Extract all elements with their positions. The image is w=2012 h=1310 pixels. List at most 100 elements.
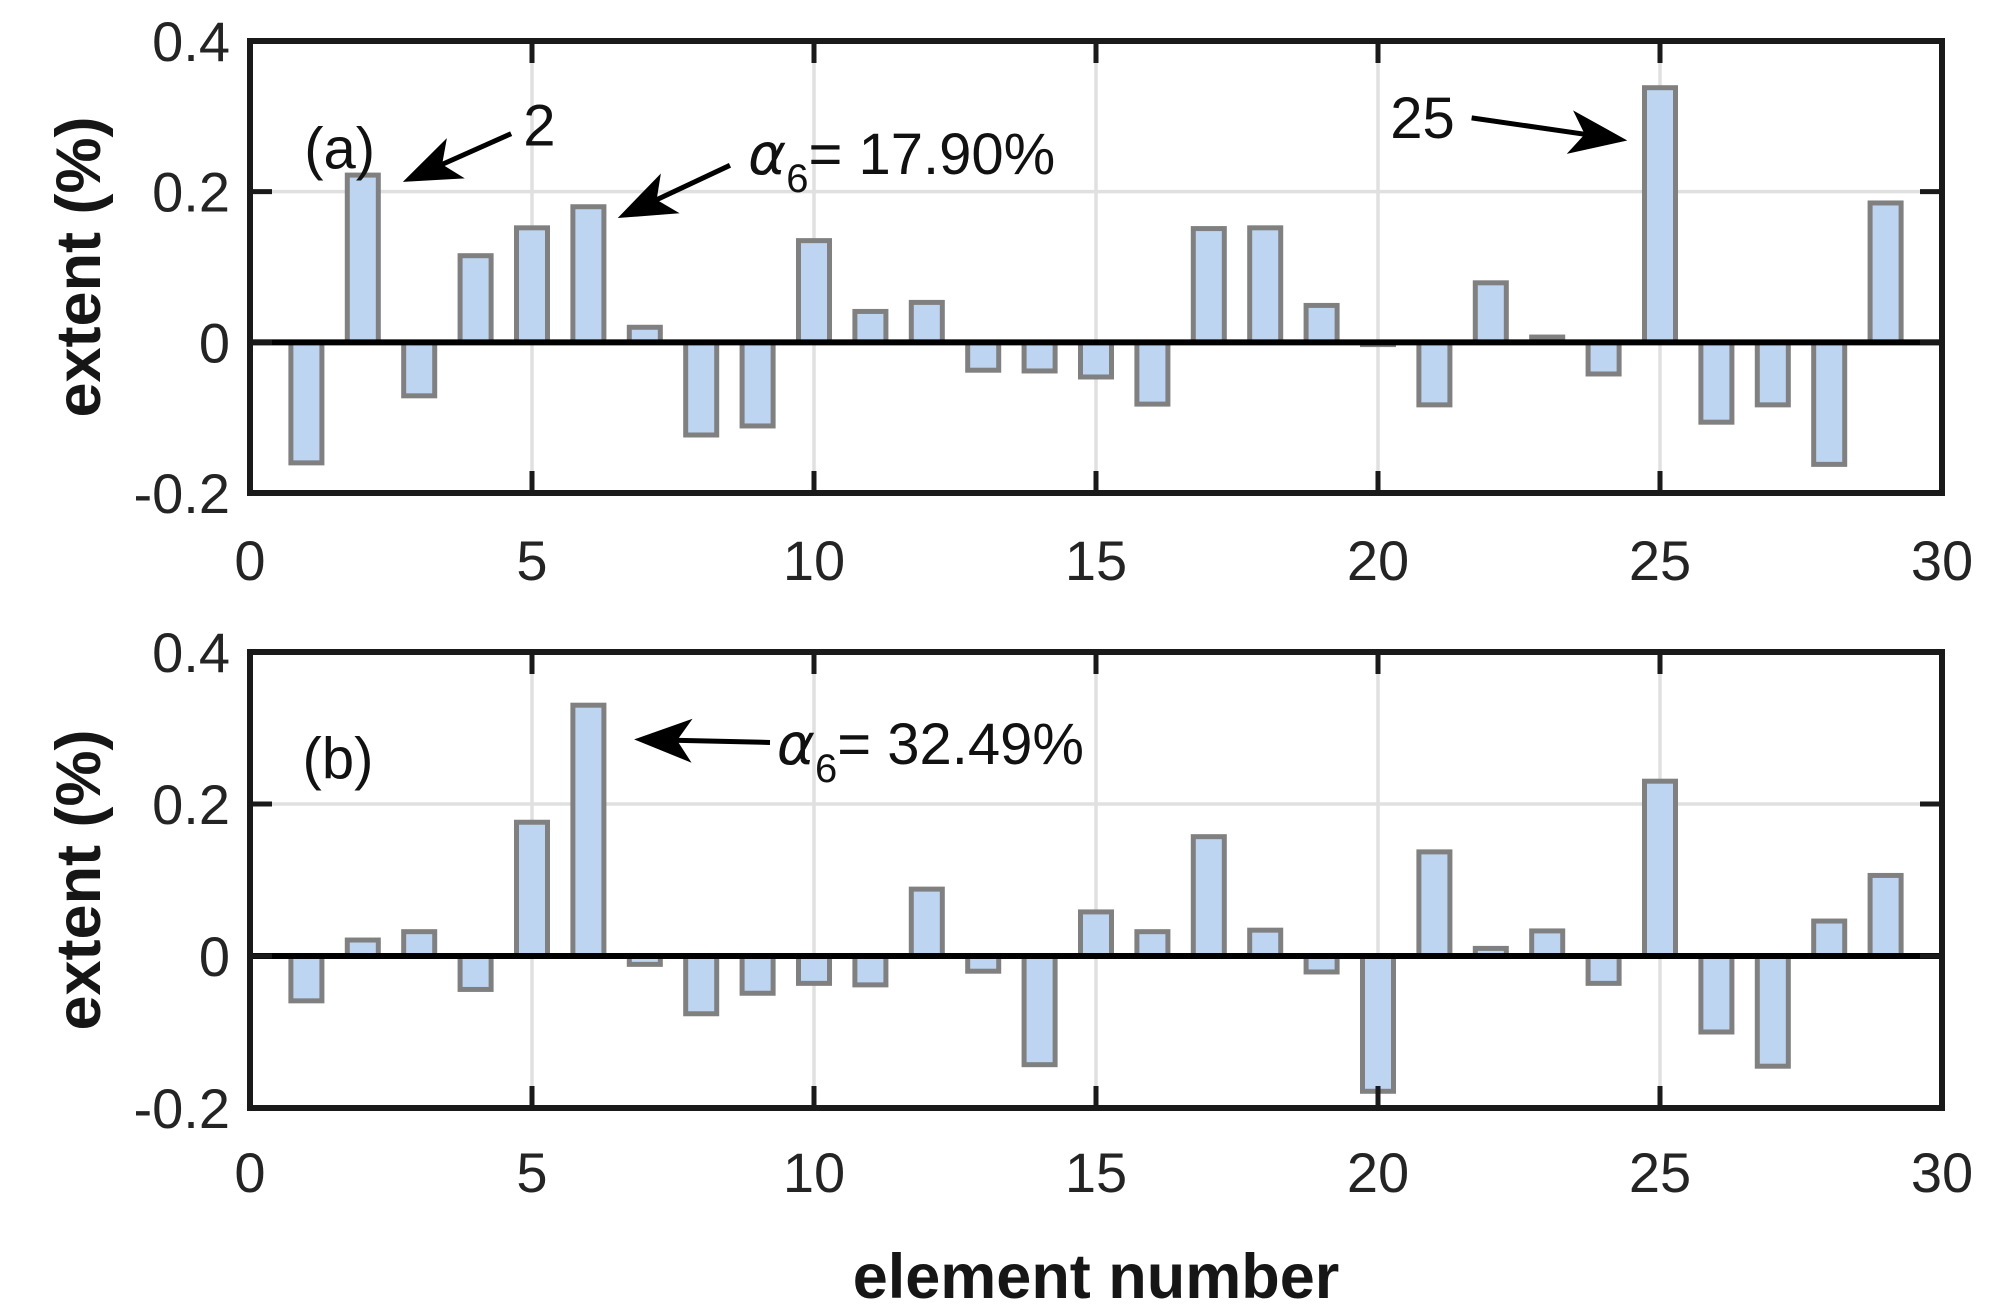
bar-b-9 [739,953,776,996]
x-tick-label: 5 [516,1141,547,1204]
bar-a-11 [852,308,889,345]
bar-a-9 [739,339,776,429]
bar-b-3 [401,929,438,959]
bar-a-18 [1247,225,1284,345]
bar-b-8 [683,953,720,1017]
bar-a-4 [457,253,494,345]
tick-labels-layer: 0 5 10 15 20 25 30-0.200.20.4 [134,621,1974,1204]
y-axis-title-a: extent (%) [44,116,114,417]
bar-b-15 [1077,909,1115,959]
annotation-arrow-line [438,131,513,168]
bar-a-28 [1811,339,1848,467]
y-tick-label: -0.2 [134,462,231,525]
bar-b-10 [795,953,833,986]
x-tick-label: 10 [783,1141,845,1204]
x-tick-label: 15 [1065,1141,1127,1204]
annotation-label: (b) [303,726,374,791]
chart-panel-b: 0 5 10 15 20 25 30-0.200.20.4(b) α6= 32.49% [134,621,1974,1204]
bar-b-12 [908,886,945,959]
x-tick-label: 10 [783,529,845,592]
bar-a-24 [1585,339,1622,377]
annotation-arrowhead [402,138,465,182]
bar-b-24 [1585,953,1622,986]
bar-b-25 [1641,778,1679,959]
chart-panel-a: 0 5 10 15 20 25 30-0.200.20.4(a) 2 α6= 17.90%25 [134,10,1974,592]
bar-a-12 [908,299,945,345]
bar-a-5 [513,225,551,345]
x-tick-label: 15 [1065,529,1127,592]
annotation-alpha-label: α6= 17.90% [748,120,1055,201]
x-tick-label: 25 [1629,1141,1691,1204]
bar-b-1 [288,953,325,1004]
y-axis-title-b: extent (%) [44,729,114,1030]
bar-a-15 [1077,339,1115,380]
bar-b-21 [1416,849,1453,959]
bar-a-25 [1641,85,1679,345]
bar-a-10 [795,238,833,345]
y-tick-label: 0.4 [152,621,230,684]
x-tick-label: 30 [1911,1141,1973,1204]
x-tick-label: 20 [1347,529,1409,592]
bar-a-13 [965,339,1002,373]
bar-b-29 [1867,872,1904,959]
x-tick-label: 0 [234,1141,265,1204]
y-tick-label: 0.4 [152,10,230,73]
annotation-alpha-label: α6= 32.49% [777,710,1084,791]
bar-a-16 [1134,339,1171,407]
ticks-layer [247,38,1945,496]
annotation-label: 25 [1390,86,1455,151]
x-tick-label: 0 [234,529,265,592]
annotation-label: (a) [304,117,375,182]
bar-b-11 [852,953,889,988]
bar-b-14 [1021,953,1058,1068]
y-tick-label: 0.2 [152,161,230,224]
annotations-layer: (a) 2 α6= 17.90% 25 [304,86,1628,219]
x-tick-label: 30 [1911,529,1973,592]
bar-a-3 [401,339,438,399]
x-tick-label: 25 [1629,529,1691,592]
y-tick-label: 0 [199,311,230,374]
bar-a-22 [1472,280,1509,345]
y-tick-label: 0 [199,925,230,988]
bar-b-28 [1811,918,1848,959]
bar-b-23 [1529,928,1566,959]
x-axis-title: element number [853,1242,1340,1310]
bar-b-26 [1698,953,1735,1035]
bar-a-17 [1190,226,1227,345]
bar-b-4 [457,953,494,992]
annotation-arrow-line [652,163,732,204]
bar-b-5 [513,819,551,959]
grid-layer [250,652,1942,1108]
annotation-arrowhead [634,718,693,763]
bar-a-29 [1867,200,1904,345]
bar-b-27 [1754,953,1791,1069]
bar-a-6 [570,204,607,345]
bar-a-1 [288,339,325,466]
bar-a-8 [683,339,720,438]
annotation-arrowhead [1566,110,1628,154]
x-tick-label: 20 [1347,1141,1409,1204]
bar-b-18 [1247,927,1284,959]
bar-b-16 [1134,929,1171,959]
bar-b-20 [1359,953,1397,1094]
y-tick-label: -0.2 [134,1077,231,1140]
annotation-arrow-line [674,737,771,745]
annotations-layer: (b) α6= 32.49% [303,710,1084,791]
tick-labels-layer: 0 5 10 15 20 25 30-0.200.20.4 [134,10,1974,592]
annotation-arrow-line [1471,115,1589,138]
bar-a-2 [344,172,381,345]
grid-layer [250,41,1942,493]
bar-a-26 [1698,339,1735,425]
bar-b-17 [1190,834,1227,959]
bar-a-14 [1021,339,1058,374]
annotation-arrowhead [617,173,680,219]
annotation-label: 2 [523,93,555,158]
bar-a-21 [1416,339,1453,408]
ticks-layer [247,649,1945,1111]
bar-a-19 [1303,302,1340,345]
x-tick-label: 5 [516,529,547,592]
bar-a-27 [1754,339,1791,408]
y-tick-label: 0.2 [152,773,230,836]
